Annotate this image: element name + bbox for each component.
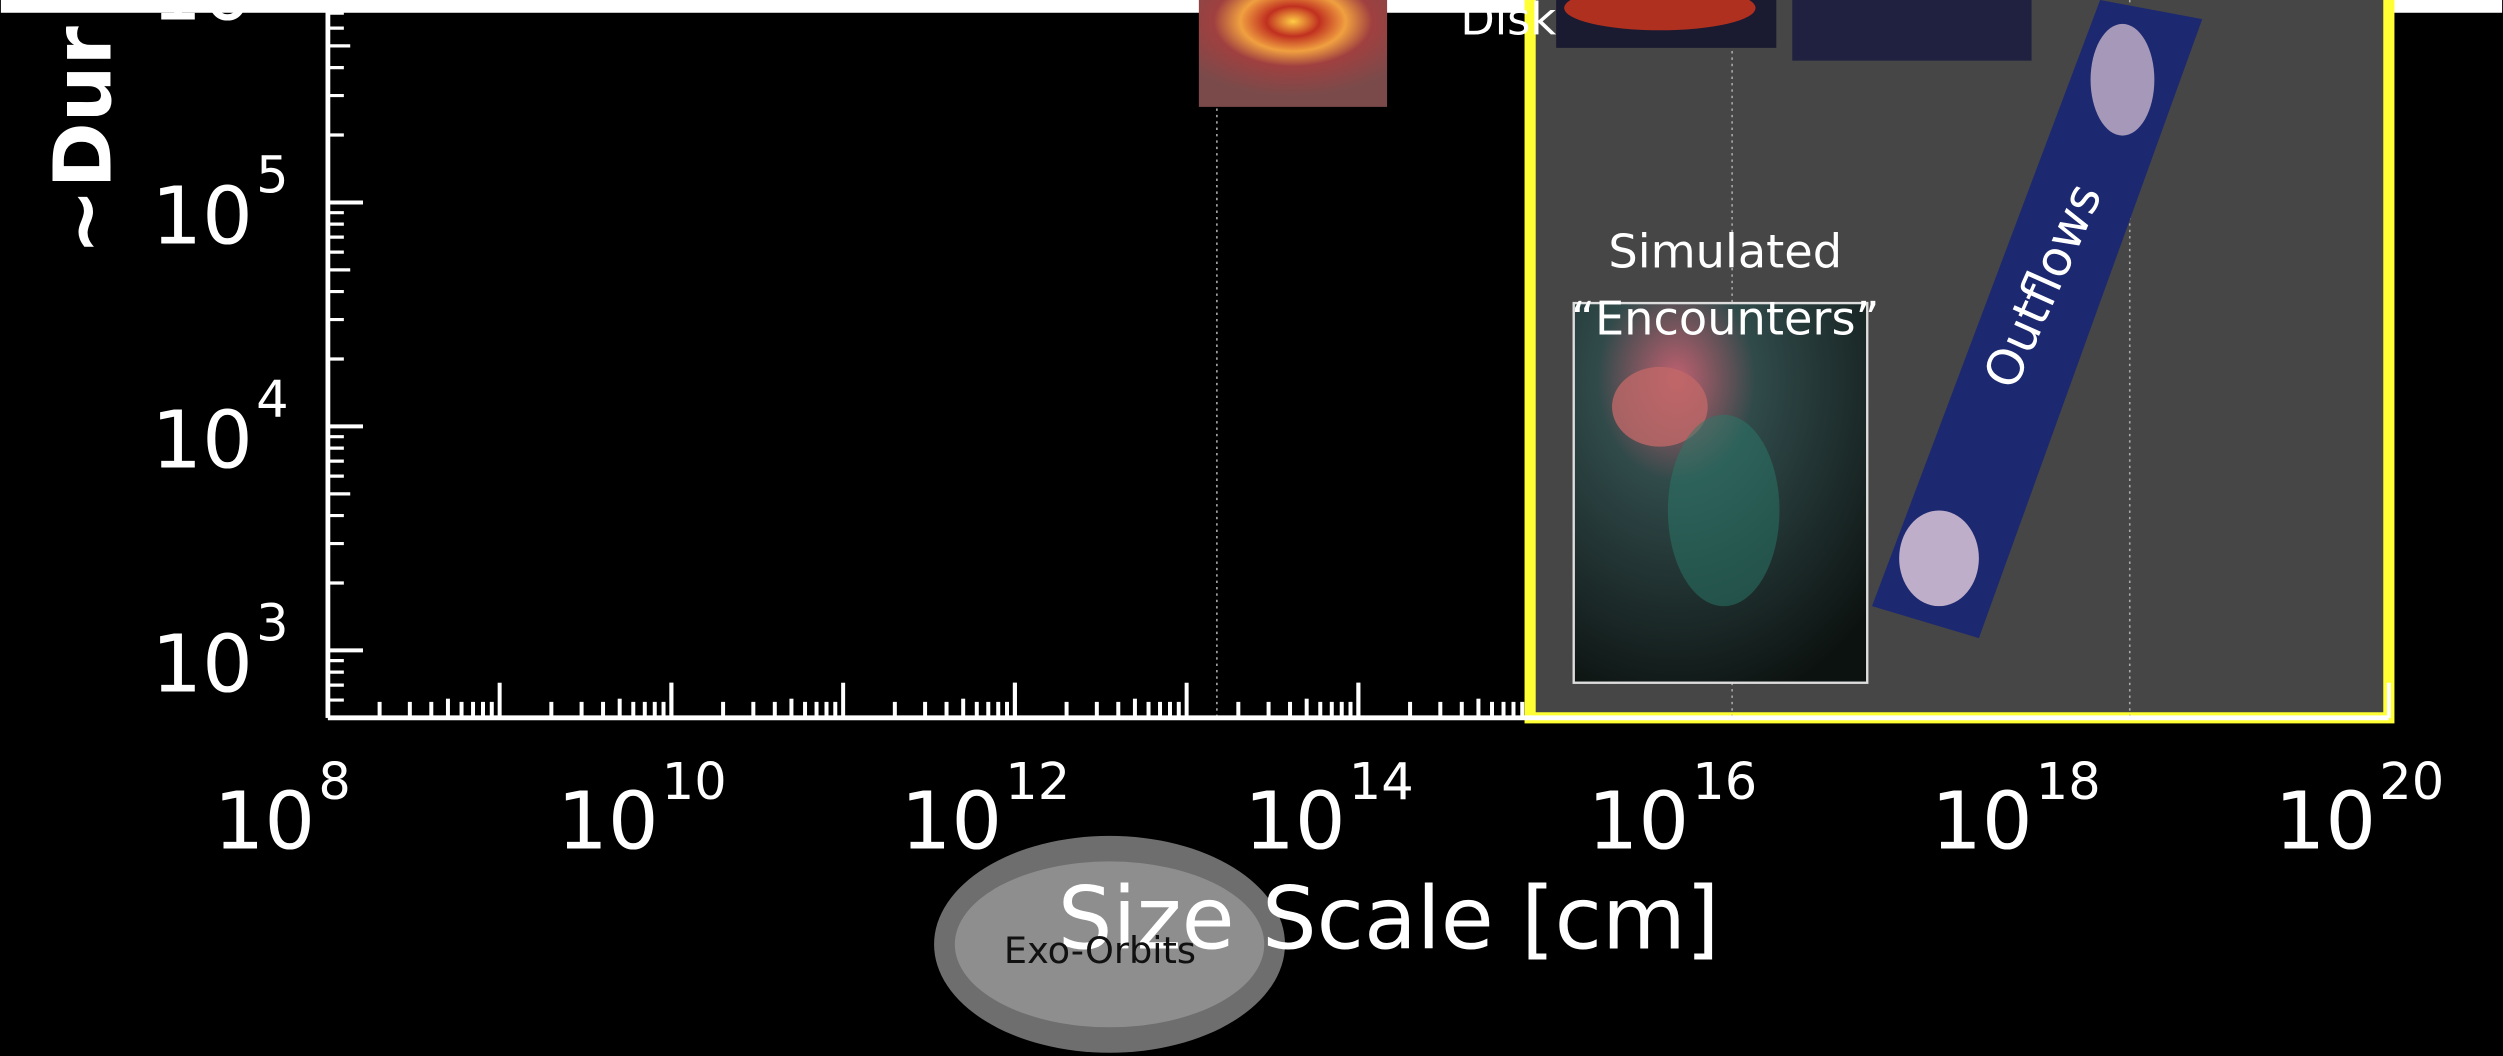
image-detail <box>1668 415 1780 606</box>
y-tick-exponent: 5 <box>256 147 288 206</box>
y-tick-label: 10 <box>151 618 252 711</box>
x-tick-label: 10 <box>1931 774 2032 867</box>
annotation: “Encounters” <box>1571 292 1880 346</box>
page: ~Dur Size Scale [cm] 1081010101210141016… <box>0 0 2503 1056</box>
image-detail <box>2091 24 2155 136</box>
x-tick-exponent: 16 <box>1692 753 1757 812</box>
x-tick-label: 10 <box>901 774 1002 867</box>
x-tick-label: 10 <box>1588 774 1689 867</box>
starfield-image <box>1792 0 2031 61</box>
x-tick-exponent: 12 <box>1005 753 1070 812</box>
x-tick-exponent: 14 <box>1349 753 1414 812</box>
x-tick-label: 10 <box>214 774 315 867</box>
y-tick-exponent: 3 <box>256 594 288 653</box>
y-tick-label: 10 <box>151 0 252 39</box>
annotation: Disk <box>1460 0 1556 45</box>
annotation: Simulated <box>1608 225 1842 279</box>
chart: ~Dur Size Scale [cm] 1081010101210141016… <box>0 0 2503 1056</box>
x-tick-label: 10 <box>1244 774 1345 867</box>
disk-image <box>1199 0 1387 107</box>
y-tick-label: 10 <box>151 394 252 487</box>
image-detail <box>1899 510 1979 606</box>
annotation: Exo-Orbits <box>1004 929 1196 972</box>
x-tick-exponent: 18 <box>2036 753 2101 812</box>
x-tick-label: 10 <box>557 774 658 867</box>
x-tick-exponent: 8 <box>318 753 350 812</box>
y-axis-label: ~Dur <box>37 25 130 255</box>
x-tick-label: 10 <box>2275 774 2376 867</box>
y-tick-exponent: 4 <box>256 370 288 429</box>
y-tick-label: 10 <box>151 170 252 263</box>
x-tick-exponent: 20 <box>2379 753 2444 812</box>
x-tick-exponent: 10 <box>662 753 727 812</box>
